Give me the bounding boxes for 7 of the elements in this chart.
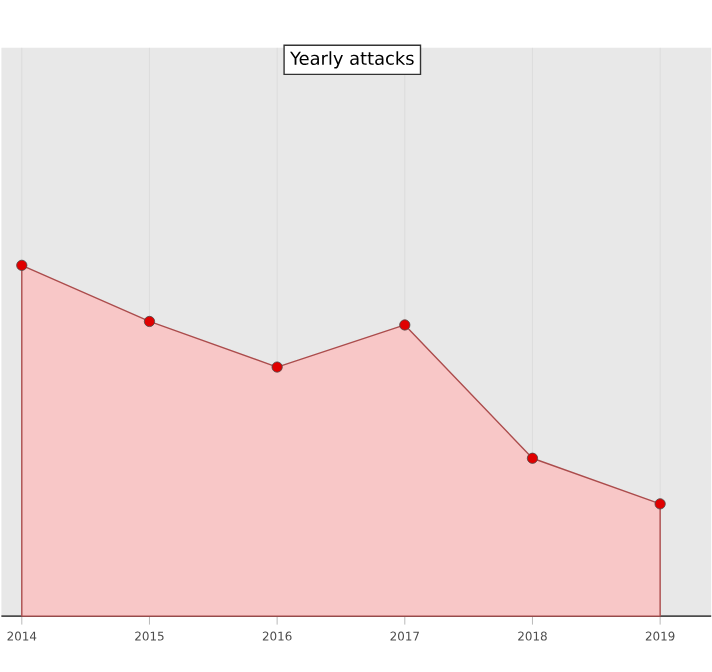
point [143,315,156,328]
point [526,452,539,464]
point [654,498,666,510]
point [399,319,411,331]
chart-title: Yearly attacks [290,51,414,69]
point [16,259,28,271]
point [271,361,283,373]
